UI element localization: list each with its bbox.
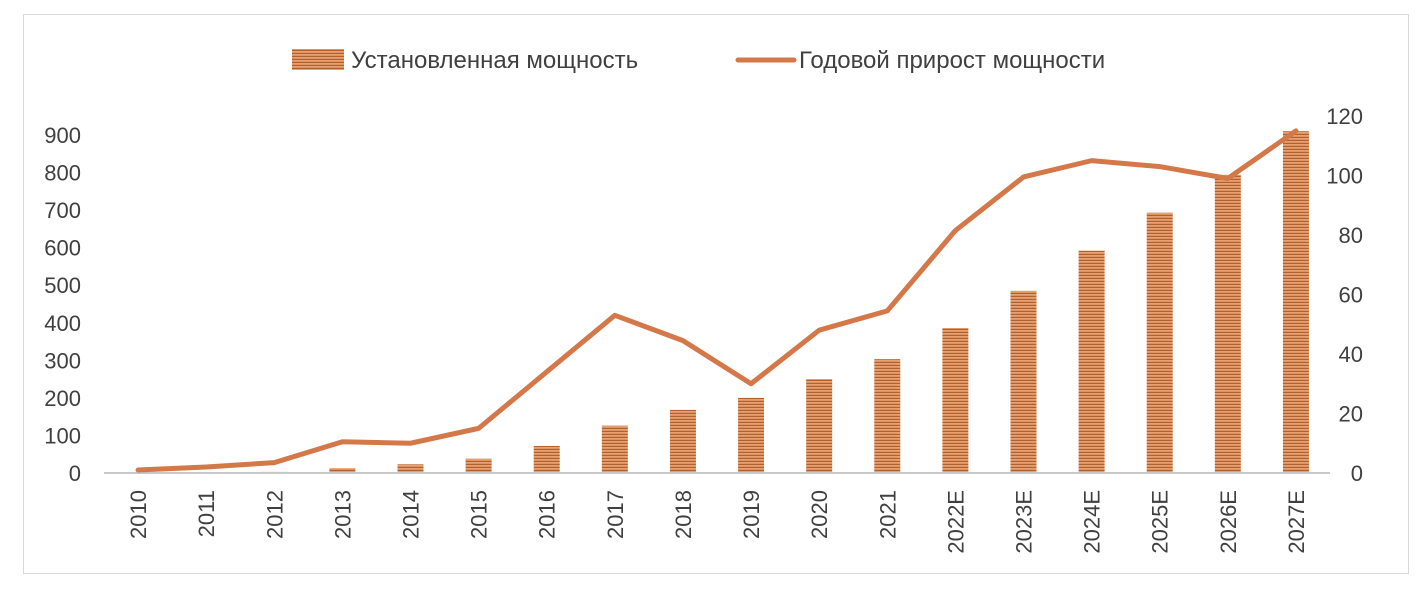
x-tick-label: 2023E	[1012, 490, 1037, 554]
x-tick-label: 2019	[739, 490, 764, 539]
right-tick-label: 100	[1326, 164, 1363, 189]
x-tick-label: 2013	[330, 490, 355, 539]
bar-2020	[806, 379, 833, 473]
bar-2024E	[1078, 250, 1105, 473]
right-tick-label: 40	[1339, 342, 1363, 367]
legend-label-annual-growth: Годовой прирост мощности	[799, 47, 1105, 74]
bar-2018	[669, 409, 696, 473]
x-axis-ticks: 2010 2011 2012 2013 2014 2015 2016 2017 2018 2019…	[126, 490, 1309, 554]
bar-2025E	[1146, 212, 1173, 474]
annual-growth-line	[135, 128, 1299, 473]
x-tick-label: 2014	[399, 490, 424, 539]
legend: Установленная мощность Годовой прирост м…	[292, 47, 1105, 74]
left-tick-label: 200	[44, 386, 81, 411]
x-tick-label: 2024E	[1080, 490, 1105, 554]
left-tick-label: 600	[44, 236, 81, 261]
x-tick-label: 2025E	[1148, 490, 1173, 554]
left-tick-label: 800	[44, 161, 81, 186]
bar-2017	[601, 425, 628, 473]
x-tick-label: 2026E	[1216, 490, 1241, 554]
line-series	[135, 128, 1299, 473]
legend-label-installed-capacity: Установленная мощность	[351, 47, 638, 74]
left-tick-label: 0	[69, 461, 81, 486]
x-tick-label: 2021	[875, 490, 900, 539]
left-tick-label: 900	[44, 123, 81, 148]
chart-frame	[23, 14, 1409, 574]
x-tick-label: 2010	[126, 490, 151, 539]
bar-2021	[874, 359, 901, 473]
x-tick-label: 2027E	[1284, 490, 1309, 554]
legend-item-installed-capacity: Установленная мощность	[292, 47, 638, 74]
right-tick-label: 80	[1339, 223, 1363, 248]
right-tick-label: 120	[1326, 104, 1363, 129]
x-tick-label: 2016	[535, 490, 560, 539]
left-tick-label: 500	[44, 273, 81, 298]
bar-2027E	[1282, 131, 1309, 473]
right-tick-label: 0	[1351, 461, 1363, 486]
x-tick-label: 2018	[671, 490, 696, 539]
left-tick-label: 300	[44, 348, 81, 373]
left-tick-label: 400	[44, 311, 81, 336]
x-tick-label: 2022E	[943, 490, 968, 554]
left-axis-ticks: 0 100 200 300 400 500 600 700 800 900	[44, 123, 81, 486]
bar-2016	[533, 445, 560, 473]
bar-2013	[329, 468, 356, 473]
bar-2023E	[1010, 290, 1037, 473]
x-tick-label: 2020	[807, 490, 832, 539]
right-tick-label: 20	[1339, 402, 1363, 427]
bar-2014	[397, 464, 424, 473]
x-tick-label: 2011	[194, 490, 219, 537]
bar-2022E	[942, 328, 969, 473]
bar-2026E	[1214, 174, 1241, 473]
x-tick-label: 2015	[467, 490, 492, 539]
bar-2015	[465, 458, 492, 473]
x-tick-label: 2012	[262, 490, 287, 539]
right-axis-ticks: 0 20 40 60 80 100 120	[1326, 104, 1363, 486]
x-tick-label: 2017	[603, 490, 628, 539]
bar-2019	[738, 397, 765, 473]
left-tick-label: 700	[44, 198, 81, 223]
legend-swatch-bar	[292, 49, 344, 70]
legend-item-annual-growth: Годовой прирост мощности	[735, 47, 1105, 74]
right-tick-label: 60	[1339, 283, 1363, 308]
bar-series	[125, 131, 1309, 474]
left-tick-label: 100	[44, 423, 81, 448]
